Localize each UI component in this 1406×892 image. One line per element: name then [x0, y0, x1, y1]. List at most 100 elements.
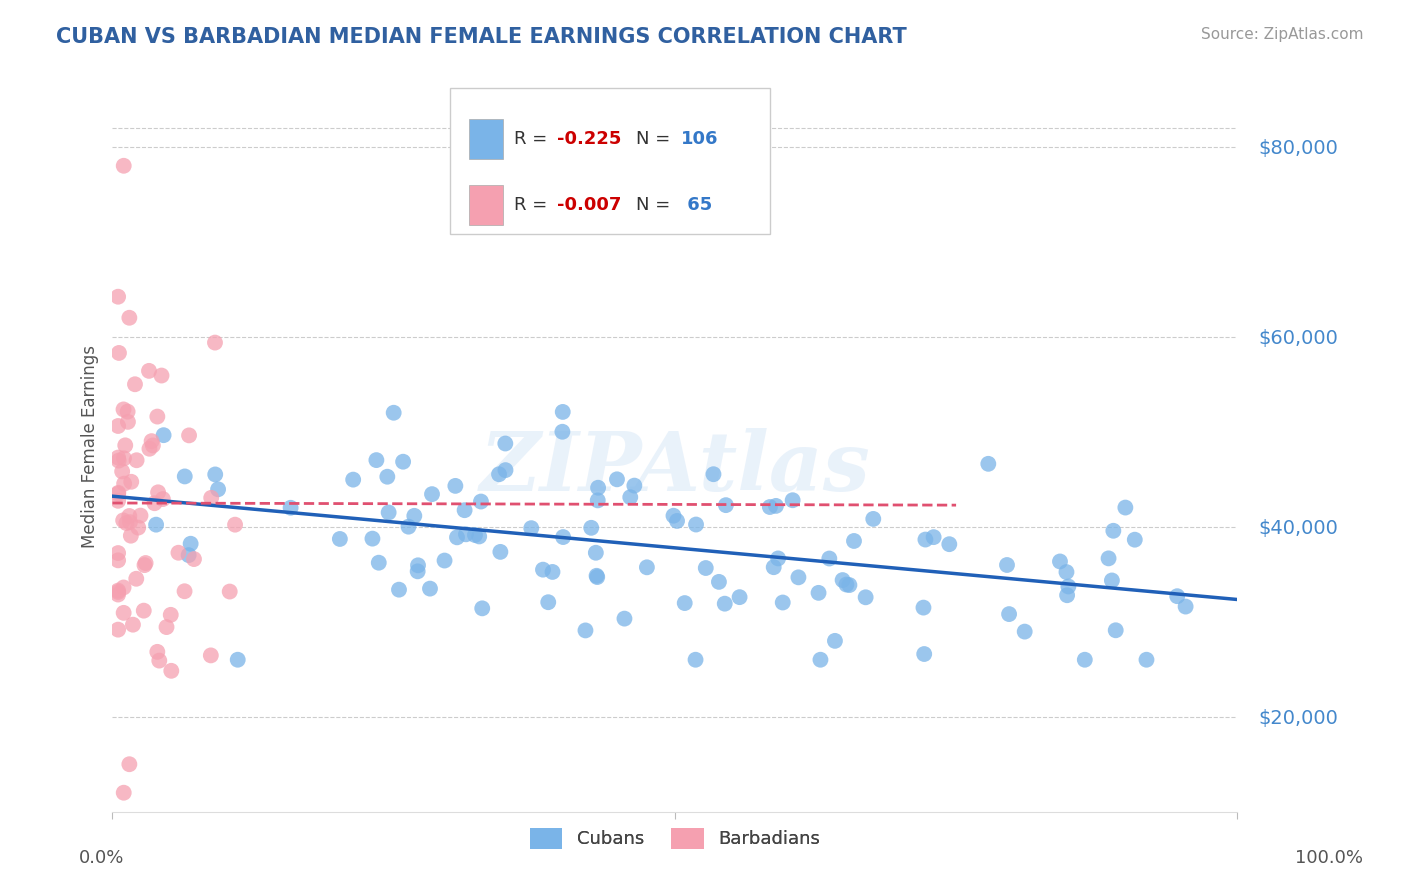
Point — [1097, 551, 1119, 566]
Point — [453, 503, 475, 517]
Point — [707, 574, 730, 589]
Point — [329, 532, 352, 546]
Point — [574, 624, 596, 638]
Point — [112, 513, 135, 527]
Point — [586, 570, 609, 584]
Point — [342, 473, 364, 487]
Point — [1101, 574, 1123, 588]
Point — [124, 377, 146, 392]
Point — [713, 597, 735, 611]
Point — [112, 402, 135, 417]
Point — [146, 485, 169, 500]
Point — [586, 481, 609, 495]
Point — [807, 586, 830, 600]
Text: 65: 65 — [681, 195, 711, 213]
Point — [107, 487, 129, 501]
Point — [831, 573, 853, 587]
Text: N =: N = — [636, 195, 675, 213]
Point — [127, 521, 149, 535]
Point — [520, 521, 543, 535]
Point — [685, 517, 707, 532]
Point — [177, 428, 200, 442]
Point — [107, 585, 129, 599]
Point — [586, 493, 609, 508]
Point — [488, 467, 510, 482]
Point — [107, 453, 129, 467]
Point — [585, 568, 607, 582]
Point — [1056, 565, 1078, 579]
Text: R =: R = — [515, 130, 553, 148]
FancyBboxPatch shape — [450, 87, 770, 234]
Point — [207, 483, 229, 497]
Point — [200, 648, 222, 663]
Point — [824, 633, 846, 648]
Point — [606, 472, 628, 486]
Point — [118, 515, 141, 529]
Point — [1166, 589, 1188, 603]
Point — [998, 607, 1021, 621]
Point — [1102, 524, 1125, 538]
Point — [152, 491, 174, 506]
Point — [118, 757, 141, 772]
Point — [135, 556, 157, 570]
Point — [1114, 500, 1136, 515]
Point — [494, 436, 516, 450]
Point — [107, 290, 129, 304]
Point — [782, 493, 804, 508]
Point — [173, 584, 195, 599]
Point — [142, 438, 165, 452]
Point — [685, 653, 707, 667]
Point — [107, 546, 129, 560]
Point — [122, 617, 145, 632]
Point — [404, 508, 426, 523]
Point — [1074, 653, 1097, 667]
Point — [150, 368, 173, 383]
Point — [444, 479, 467, 493]
Point — [666, 514, 689, 528]
Point — [553, 530, 575, 544]
Point — [810, 653, 832, 667]
Point — [470, 494, 492, 508]
Point — [702, 467, 724, 482]
Legend: Cubans, Barbadians: Cubans, Barbadians — [520, 819, 830, 857]
Point — [112, 159, 135, 173]
Point — [112, 451, 135, 466]
Point — [914, 533, 936, 547]
Point — [152, 428, 174, 442]
Point — [551, 405, 574, 419]
Point — [107, 553, 129, 567]
Point — [375, 469, 398, 483]
Point — [226, 653, 249, 667]
Point — [464, 528, 486, 542]
Text: CUBAN VS BARBADIAN MEDIAN FEMALE EARNINGS CORRELATION CHART: CUBAN VS BARBADIAN MEDIAN FEMALE EARNING… — [56, 27, 907, 46]
Point — [838, 578, 860, 592]
Point — [117, 415, 139, 429]
Point — [204, 467, 226, 482]
Point — [108, 346, 131, 360]
Point — [787, 570, 810, 584]
FancyBboxPatch shape — [470, 119, 503, 159]
Point — [420, 487, 443, 501]
Point — [132, 604, 155, 618]
Point — [613, 612, 636, 626]
Point — [912, 647, 935, 661]
Point — [728, 590, 751, 604]
Point — [173, 469, 195, 483]
Point — [177, 548, 200, 562]
Point — [117, 404, 139, 418]
Point — [938, 537, 960, 551]
Point — [115, 516, 138, 530]
Point — [619, 490, 641, 504]
Point — [623, 478, 645, 492]
Point — [361, 532, 384, 546]
Point — [471, 601, 494, 615]
Point — [912, 600, 935, 615]
Point — [107, 450, 129, 465]
Point — [107, 486, 129, 500]
Point — [200, 491, 222, 505]
Point — [855, 591, 877, 605]
Point — [138, 442, 160, 456]
Point — [141, 434, 163, 449]
Point — [388, 582, 411, 597]
Point — [366, 453, 388, 467]
